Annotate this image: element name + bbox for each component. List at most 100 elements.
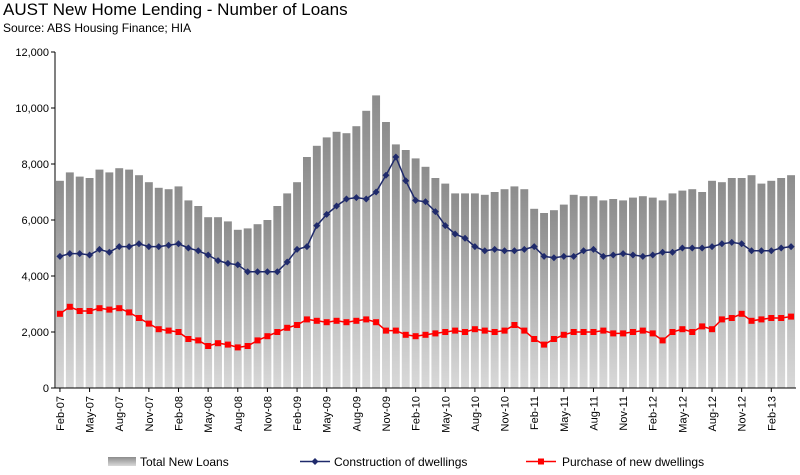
- point-purchase: [649, 330, 656, 337]
- point-purchase: [788, 313, 795, 320]
- point-purchase: [185, 336, 192, 342]
- point-construction: [589, 245, 597, 253]
- bar-total-new-loans: [125, 169, 134, 388]
- point-purchase: [96, 305, 103, 312]
- bar-total-new-loans: [332, 131, 341, 389]
- point-construction: [283, 258, 291, 266]
- point-purchase: [550, 336, 557, 342]
- point-construction: [244, 268, 252, 276]
- point-purchase: [284, 324, 291, 331]
- x-tick-label: Aug-09: [351, 396, 363, 431]
- point-purchase: [313, 317, 320, 324]
- point-construction: [678, 244, 686, 252]
- point-construction: [66, 250, 74, 258]
- point-purchase: [541, 341, 548, 348]
- point-purchase: [531, 336, 538, 342]
- x-tick-label: Nov-11: [618, 396, 630, 431]
- point-construction: [372, 188, 380, 196]
- point-purchase: [501, 327, 508, 334]
- legend-marker-construction: [311, 458, 319, 465]
- point-purchase: [382, 327, 389, 334]
- x-tick-label: Nov-07: [144, 396, 156, 431]
- point-construction: [609, 251, 617, 259]
- point-construction: [56, 252, 64, 260]
- point-construction: [76, 250, 84, 258]
- bar-total-new-loans: [283, 193, 292, 388]
- bar-total-new-loans: [470, 193, 479, 388]
- point-construction: [135, 240, 143, 248]
- point-purchase: [728, 315, 735, 321]
- bar-total-new-loans: [174, 186, 183, 388]
- point-construction: [777, 244, 785, 252]
- point-construction: [550, 254, 558, 262]
- point-construction: [342, 195, 350, 203]
- point-construction: [570, 252, 578, 260]
- point-purchase: [699, 323, 706, 330]
- x-tick-label: Nov-12: [737, 396, 749, 431]
- bar-total-new-loans: [480, 194, 489, 388]
- bar-total-new-loans: [619, 200, 628, 388]
- bar-total-new-loans: [559, 204, 568, 388]
- point-purchase: [224, 341, 231, 348]
- y-tick-label: 8,000: [21, 159, 49, 171]
- point-construction: [718, 240, 726, 248]
- bar-total-new-loans: [214, 217, 222, 388]
- x-tick-label: Feb-10: [411, 396, 423, 431]
- point-construction: [560, 252, 568, 260]
- point-construction: [451, 230, 459, 238]
- bar-total-new-loans: [55, 180, 64, 388]
- point-purchase: [274, 329, 281, 335]
- bar-total-new-loans: [85, 178, 94, 388]
- point-construction: [362, 195, 370, 203]
- legend-label-total-new-loans: Total New Loans: [140, 455, 229, 469]
- y-tick-label: 2,000: [21, 327, 49, 339]
- x-tick-label: Feb-07: [55, 396, 67, 431]
- x-tick-label: May-11: [559, 396, 571, 432]
- point-construction: [155, 243, 163, 251]
- point-purchase: [471, 326, 478, 333]
- point-purchase: [135, 315, 142, 321]
- point-purchase: [432, 330, 439, 337]
- legend-label-purchase: Purchase of new dwellings: [562, 455, 704, 469]
- bar-total-new-loans: [401, 150, 410, 388]
- point-construction: [757, 247, 765, 255]
- x-tick-label: May-09: [322, 396, 334, 433]
- point-purchase: [600, 327, 607, 334]
- point-purchase: [669, 329, 676, 335]
- point-construction: [184, 244, 192, 252]
- bar-total-new-loans: [451, 193, 460, 388]
- point-construction: [175, 240, 182, 248]
- y-tick-label: 6,000: [21, 215, 49, 227]
- legend-swatch-total-new-loans: [108, 457, 136, 466]
- point-construction: [669, 248, 676, 256]
- point-purchase: [738, 310, 745, 317]
- point-construction: [767, 247, 775, 255]
- x-tick-label: Nov-10: [500, 396, 512, 431]
- bar-total-new-loans: [540, 213, 549, 388]
- point-purchase: [679, 326, 686, 333]
- point-construction: [728, 238, 736, 246]
- point-construction: [165, 241, 173, 249]
- point-construction: [441, 222, 449, 230]
- x-tick-label: Aug-11: [589, 396, 601, 431]
- bar-total-new-loans: [391, 144, 400, 388]
- bar-total-new-loans: [411, 158, 420, 388]
- x-tick-label: Nov-09: [381, 396, 393, 431]
- point-purchase: [560, 331, 567, 338]
- bar-total-new-loans: [569, 194, 578, 388]
- point-purchase: [768, 315, 775, 321]
- bar-total-new-loans: [629, 197, 637, 388]
- bar-total-new-loans: [312, 145, 321, 388]
- point-purchase: [639, 327, 646, 334]
- point-construction: [481, 247, 489, 255]
- x-tick-label: Aug-08: [233, 396, 245, 431]
- point-purchase: [689, 329, 696, 335]
- bar-total-new-loans: [747, 175, 756, 388]
- x-tick-label: May-08: [203, 396, 215, 433]
- point-construction: [293, 245, 301, 253]
- point-construction: [125, 243, 133, 251]
- bar-total-new-loans: [184, 200, 193, 388]
- point-construction: [471, 243, 479, 251]
